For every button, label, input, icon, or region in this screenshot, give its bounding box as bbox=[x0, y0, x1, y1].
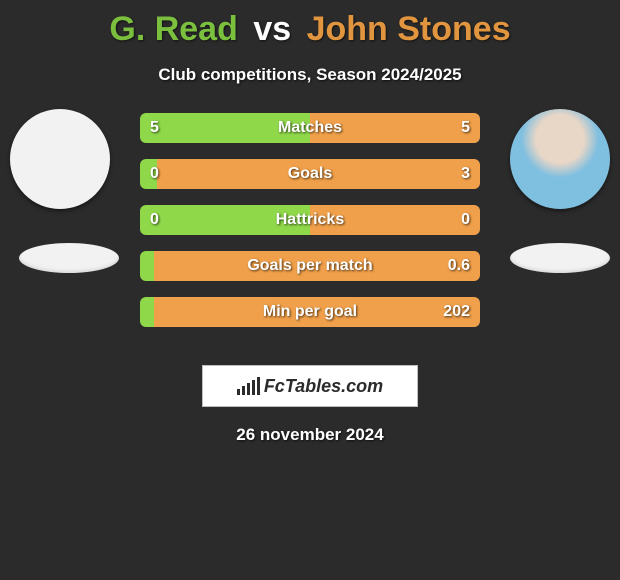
branding-text: FcTables.com bbox=[264, 376, 383, 397]
stat-bars: 5Matches5 0Goals3 0Hattricks0 Goals per mat… bbox=[140, 113, 480, 343]
player2-avatar bbox=[510, 109, 610, 209]
vs-label: vs bbox=[253, 10, 291, 48]
stat-value-right: 5 bbox=[461, 113, 470, 143]
subtitle: Club competitions, Season 2024/2025 bbox=[0, 65, 620, 85]
stat-value-right: 0 bbox=[461, 205, 470, 235]
stat-bar-bg bbox=[140, 297, 480, 327]
stat-bar-right bbox=[310, 205, 480, 235]
player2-name: John Stones bbox=[307, 10, 511, 48]
player1-club-badge bbox=[19, 243, 119, 273]
stat-bar-right bbox=[154, 251, 480, 281]
stat-row: 5Matches5 bbox=[140, 113, 480, 143]
stat-bar-right bbox=[310, 113, 480, 143]
stat-bar-bg bbox=[140, 205, 480, 235]
stat-value-left: 5 bbox=[150, 113, 159, 143]
stat-bar-right bbox=[154, 297, 480, 327]
stat-row: Min per goal202 bbox=[140, 297, 480, 327]
stat-value-left: 0 bbox=[150, 159, 159, 189]
stat-bar-left bbox=[140, 251, 154, 281]
player1-column bbox=[0, 109, 120, 273]
stat-row: 0Hattricks0 bbox=[140, 205, 480, 235]
stat-bar-left bbox=[140, 297, 154, 327]
player2-club-badge bbox=[510, 243, 610, 273]
chart-icon bbox=[237, 377, 260, 395]
comparison-title: G. Read vs John Stones bbox=[0, 0, 620, 49]
branding-box: FcTables.com bbox=[202, 365, 418, 407]
comparison-stage: 5Matches5 0Goals3 0Hattricks0 Goals per mat… bbox=[0, 113, 620, 353]
stat-bar-bg bbox=[140, 159, 480, 189]
stat-bar-right bbox=[157, 159, 480, 189]
stat-bar-left bbox=[140, 205, 310, 235]
player1-avatar bbox=[10, 109, 110, 209]
stat-bar-bg bbox=[140, 251, 480, 281]
stat-row: 0Goals3 bbox=[140, 159, 480, 189]
stat-value-right: 0.6 bbox=[448, 251, 470, 281]
stat-bar-bg bbox=[140, 113, 480, 143]
stat-value-right: 202 bbox=[443, 297, 470, 327]
stat-value-right: 3 bbox=[461, 159, 470, 189]
stat-bar-left bbox=[140, 113, 310, 143]
stat-row: Goals per match0.6 bbox=[140, 251, 480, 281]
snapshot-date: 26 november 2024 bbox=[0, 425, 620, 445]
stat-value-left: 0 bbox=[150, 205, 159, 235]
player1-name: G. Read bbox=[109, 10, 237, 48]
player2-column bbox=[500, 109, 620, 273]
